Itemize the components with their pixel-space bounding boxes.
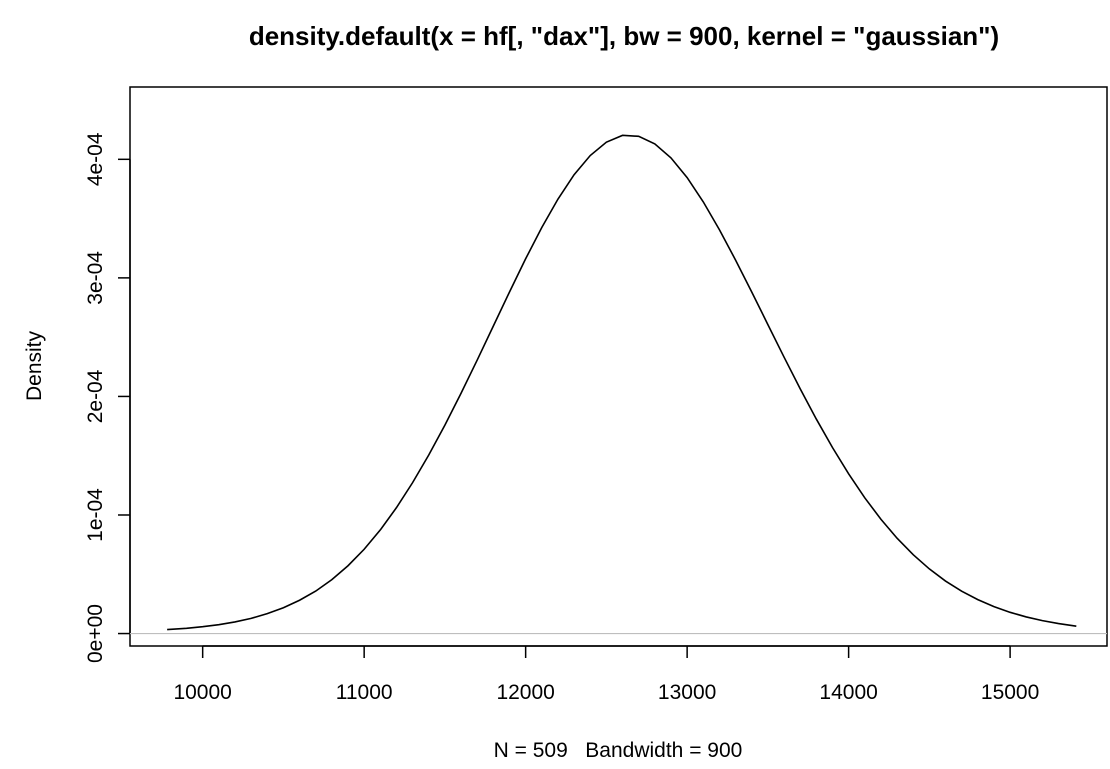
x-axis-label: N = 509 Bandwidth = 900 [494,739,743,762]
y-tick-label: 1e-04 [84,488,107,542]
x-tick-label: 11000 [336,681,393,704]
x-tick-label: 13000 [658,681,716,704]
density-curve [167,134,1077,631]
x-axis-ticks: 10000 11000 12000 13000 14000 15000 [173,646,1039,704]
y-tick-label: 0e+00 [84,604,107,663]
x-tick-label: 14000 [819,681,877,704]
chart-title: density.default(x = hf[, "dax"], bw = 90… [249,21,999,51]
plot-frame [129,86,1108,647]
x-tick-label: 12000 [496,681,554,704]
x-tick-label: 10000 [173,681,231,704]
y-tick-label: 2e-04 [84,369,107,423]
y-axis-ticks: 0e+00 1e-04 2e-04 3e-04 4e-04 [84,132,130,663]
y-tick-label: 4e-04 [84,132,107,186]
x-tick-label: 15000 [981,681,1039,704]
y-tick-label: 3e-04 [84,251,107,305]
y-axis-label: Density [23,330,46,401]
